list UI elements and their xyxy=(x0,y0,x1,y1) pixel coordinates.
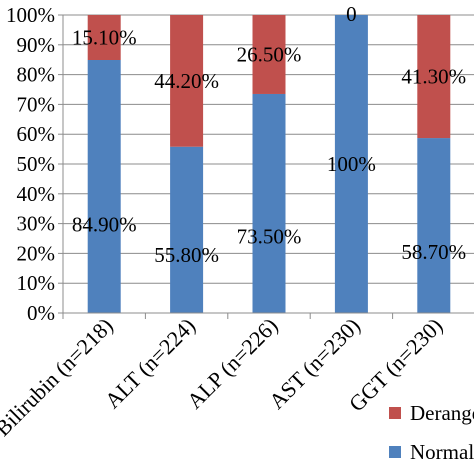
legend-label-normal: Normal xyxy=(410,440,474,464)
y-tick-label: 70% xyxy=(17,92,56,116)
bar-normal-0 xyxy=(87,59,121,313)
bar-normal-4 xyxy=(417,138,451,313)
x-axis: Bilirubin (n=218)ALT (n=224)ALP (n=226)A… xyxy=(0,312,474,441)
bar-normal-1 xyxy=(170,146,204,313)
y-tick-label: 50% xyxy=(17,152,56,176)
bar-deranged-1 xyxy=(170,15,204,147)
data-labels: 84.90% 15.10% 55.80% 44.20% 73.50% 26.50% 100%… xyxy=(72,2,466,267)
legend-swatch-deranged xyxy=(389,407,401,419)
y-tick-label: 30% xyxy=(17,212,56,236)
data-label-normal-1: 55.80% xyxy=(154,243,219,267)
data-label-normal-4: 58.70% xyxy=(401,240,466,264)
bar-deranged-4 xyxy=(417,15,451,139)
data-label-deranged-0: 15.10% xyxy=(72,25,137,49)
data-label-deranged-2: 26.50% xyxy=(237,42,302,66)
data-label-normal-0: 84.90% xyxy=(72,212,137,236)
y-tick-label: 20% xyxy=(17,241,56,265)
data-label-normal-2: 73.50% xyxy=(237,224,302,248)
legend-label-deranged: Derange xyxy=(410,401,474,425)
y-tick-label: 60% xyxy=(17,122,56,146)
y-tick-label: 10% xyxy=(17,271,56,295)
bar-deranged-0 xyxy=(87,15,121,60)
legend-swatch-normal xyxy=(389,446,401,458)
y-tick-label: 40% xyxy=(17,182,56,206)
y-axis: 0% 10% 20% 30% 40% 50% 60% 70% 80% 90% 100% xyxy=(6,3,64,325)
y-tick-label: 100% xyxy=(6,3,55,27)
category-label-0: Bilirubin (n=218) xyxy=(0,313,118,441)
data-label-deranged-1: 44.20% xyxy=(154,69,219,93)
bars xyxy=(87,15,451,313)
bar-normal-2 xyxy=(252,93,286,313)
y-tick-label: 90% xyxy=(17,33,56,57)
legend: Derange Normal xyxy=(389,401,474,464)
data-label-deranged-4: 41.30% xyxy=(401,65,466,89)
y-tick-label: 80% xyxy=(17,63,56,87)
y-tick-label: 0% xyxy=(27,301,55,325)
bar-normal-3 xyxy=(334,15,368,313)
data-label-deranged-3: 0 xyxy=(346,2,357,26)
data-label-normal-3: 100% xyxy=(327,152,376,176)
bar-deranged-2 xyxy=(252,15,286,94)
